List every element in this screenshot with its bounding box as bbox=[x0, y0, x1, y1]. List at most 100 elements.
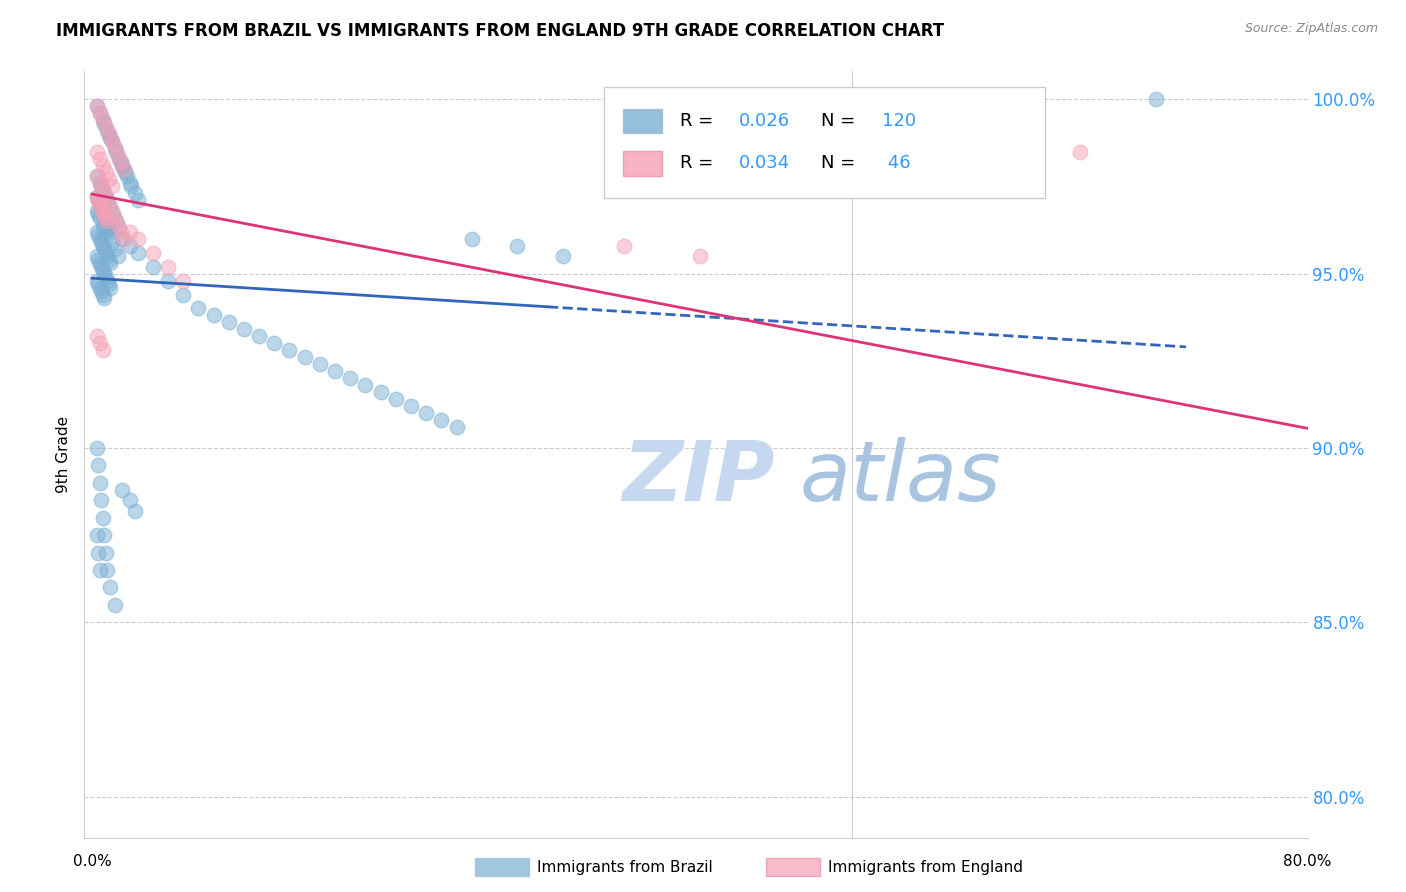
Point bbox=[98, 280, 121, 294]
Point bbox=[385, 392, 408, 406]
Point bbox=[94, 190, 117, 204]
Point bbox=[91, 510, 114, 524]
Point bbox=[94, 165, 117, 179]
Point bbox=[87, 194, 110, 208]
Text: 46: 46 bbox=[882, 154, 911, 172]
Point bbox=[98, 130, 121, 145]
Y-axis label: 9th Grade: 9th Grade bbox=[56, 417, 72, 493]
Point bbox=[339, 371, 361, 385]
Point bbox=[97, 197, 120, 211]
Point bbox=[89, 197, 111, 211]
Point bbox=[111, 159, 134, 173]
Point bbox=[86, 169, 108, 183]
Point bbox=[89, 152, 111, 166]
Point bbox=[247, 329, 270, 343]
Point bbox=[94, 190, 117, 204]
Point bbox=[93, 528, 115, 542]
Point bbox=[86, 274, 108, 288]
Point bbox=[98, 581, 121, 595]
Point bbox=[689, 249, 711, 263]
Point bbox=[93, 242, 115, 256]
Point bbox=[90, 284, 112, 298]
Point bbox=[89, 106, 111, 120]
Point bbox=[87, 228, 110, 243]
Point bbox=[105, 145, 128, 159]
Point bbox=[89, 197, 111, 211]
Point bbox=[354, 378, 377, 392]
FancyBboxPatch shape bbox=[605, 87, 1045, 198]
Point bbox=[89, 232, 111, 246]
Point bbox=[89, 176, 111, 190]
Point bbox=[115, 169, 138, 183]
Point bbox=[91, 203, 114, 218]
Point bbox=[124, 504, 146, 518]
Point bbox=[105, 214, 128, 228]
Point bbox=[91, 113, 114, 128]
Point bbox=[309, 357, 332, 371]
Text: 0.0%: 0.0% bbox=[73, 855, 111, 869]
Point bbox=[86, 528, 108, 542]
Point bbox=[87, 545, 110, 559]
Point bbox=[100, 179, 122, 194]
Point bbox=[142, 260, 165, 274]
Text: 0.034: 0.034 bbox=[738, 154, 790, 172]
Point bbox=[107, 249, 129, 263]
Point bbox=[104, 598, 127, 612]
Point bbox=[87, 252, 110, 267]
Point bbox=[118, 176, 141, 190]
Point bbox=[89, 563, 111, 577]
Point bbox=[97, 127, 120, 141]
Point bbox=[156, 274, 179, 288]
Point bbox=[91, 113, 114, 128]
Point bbox=[1144, 92, 1167, 106]
Point bbox=[93, 186, 115, 201]
Point bbox=[97, 252, 120, 267]
Point bbox=[430, 413, 453, 427]
Point bbox=[118, 238, 141, 252]
Point bbox=[202, 309, 225, 323]
Point bbox=[127, 232, 149, 246]
Point bbox=[86, 249, 108, 263]
Point bbox=[108, 221, 131, 235]
Point bbox=[172, 287, 194, 301]
Point bbox=[103, 207, 125, 221]
Point bbox=[91, 238, 114, 252]
Point bbox=[111, 232, 134, 246]
Point bbox=[121, 179, 143, 194]
Point bbox=[87, 207, 110, 221]
Point bbox=[97, 127, 120, 141]
Point bbox=[86, 329, 108, 343]
Point bbox=[89, 475, 111, 490]
Point bbox=[107, 148, 129, 162]
Text: 80.0%: 80.0% bbox=[1284, 855, 1331, 869]
Point bbox=[94, 211, 117, 225]
Point bbox=[98, 256, 121, 270]
Point bbox=[100, 203, 122, 218]
Point bbox=[112, 161, 135, 176]
Point bbox=[613, 238, 636, 252]
Point bbox=[91, 183, 114, 197]
Point bbox=[86, 225, 108, 239]
Point bbox=[1357, 650, 1379, 665]
Point bbox=[96, 214, 118, 228]
Point bbox=[110, 225, 132, 239]
Point bbox=[108, 152, 131, 166]
Point bbox=[96, 274, 118, 288]
Point bbox=[263, 336, 285, 351]
Text: IMMIGRANTS FROM BRAZIL VS IMMIGRANTS FROM ENGLAND 9TH GRADE CORRELATION CHART: IMMIGRANTS FROM BRAZIL VS IMMIGRANTS FRO… bbox=[56, 22, 945, 40]
Text: R =: R = bbox=[681, 154, 718, 172]
Point bbox=[100, 235, 122, 250]
Point bbox=[94, 545, 117, 559]
Point bbox=[94, 211, 117, 225]
Point bbox=[104, 141, 127, 155]
Point bbox=[86, 145, 108, 159]
Point bbox=[127, 245, 149, 260]
Point bbox=[87, 194, 110, 208]
Text: ZIP: ZIP bbox=[623, 437, 775, 518]
Point bbox=[91, 218, 114, 232]
Point bbox=[112, 232, 135, 246]
Point bbox=[93, 221, 115, 235]
Point bbox=[98, 200, 121, 214]
Text: N =: N = bbox=[821, 154, 860, 172]
Point bbox=[156, 260, 179, 274]
